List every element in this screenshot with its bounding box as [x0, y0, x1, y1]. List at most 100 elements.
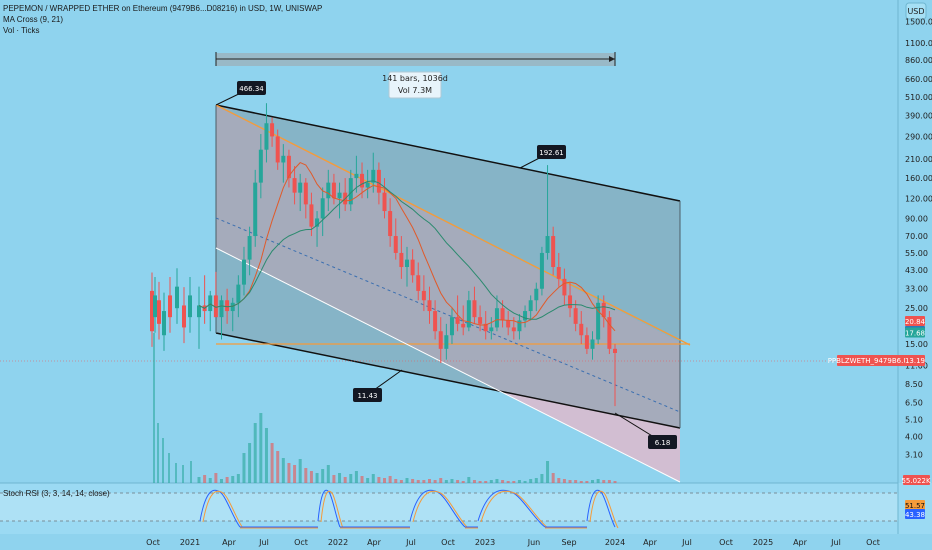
candle-body — [162, 311, 166, 336]
candle-body — [461, 323, 466, 328]
volume-bar — [208, 478, 212, 483]
volume-bar — [444, 480, 448, 483]
candle-body — [427, 300, 432, 312]
candle-body — [208, 295, 213, 312]
stoch-d-line — [480, 490, 549, 529]
x-tick-label: Apr — [367, 538, 382, 547]
candle-body — [309, 204, 314, 227]
volume-bar — [276, 451, 280, 483]
x-tick-label: 2021 — [180, 538, 200, 547]
volume-bar — [416, 480, 420, 483]
candle-body — [393, 236, 398, 253]
price-label: 20.84 — [905, 318, 926, 326]
time-axis — [0, 534, 932, 550]
candle-body — [478, 317, 483, 324]
candle-body — [348, 178, 353, 205]
volume-bar — [366, 478, 370, 483]
candle-body — [264, 123, 269, 150]
price-label-bg — [905, 327, 925, 338]
candle-body — [613, 348, 617, 354]
candle-body — [376, 169, 381, 193]
volume-bar — [433, 480, 437, 483]
volume-label-bg — [903, 475, 930, 485]
volume-bar — [517, 480, 521, 483]
volume-bar — [349, 474, 353, 483]
volume-bar — [551, 473, 555, 483]
candle-body — [483, 323, 488, 332]
volume-bar — [523, 481, 527, 483]
volume-bar — [219, 479, 223, 483]
volume-bar — [585, 481, 589, 483]
channel-top — [215, 104, 681, 202]
candle-body — [517, 320, 522, 332]
volume-bar — [478, 481, 482, 483]
candle-body — [236, 284, 241, 303]
volume-bar — [182, 465, 184, 483]
volume-bar — [383, 478, 387, 483]
volume-bar — [236, 474, 240, 483]
x-tick-label: 2025 — [753, 538, 773, 547]
volume-bar — [596, 479, 600, 483]
y-tick-label: 210.00 — [905, 155, 932, 164]
x-tick-label: Jun — [527, 538, 541, 547]
stoch-k-bg — [905, 509, 925, 519]
price-label: 17.68 — [905, 329, 925, 337]
channel-bottom — [215, 332, 681, 429]
x-tick-label: Jul — [830, 538, 841, 547]
y-tick-label: 25.00 — [905, 304, 928, 313]
volume-bar — [568, 480, 572, 483]
volume-bar — [512, 481, 516, 483]
x-tick-label: Oct — [146, 538, 160, 547]
candle-body — [506, 320, 511, 328]
last-price-bg — [905, 355, 925, 366]
volume-bar — [422, 480, 426, 483]
candle-body — [197, 305, 201, 318]
candle-body — [292, 178, 297, 193]
candle-body — [388, 211, 393, 237]
y-tick-label: 1500.00 — [905, 17, 932, 26]
y-tick-label: 120.00 — [905, 194, 932, 203]
volume-bar — [602, 480, 606, 483]
candle-body — [303, 182, 308, 205]
stoch-k-value: 43.38 — [905, 511, 925, 519]
y-tick-label: 8.50 — [905, 380, 923, 389]
volume-bar — [613, 481, 617, 483]
volume-bar — [248, 443, 252, 483]
candle-body — [472, 300, 477, 318]
candle-body — [326, 182, 331, 199]
volume-bar — [450, 479, 454, 483]
volume-bar — [281, 458, 285, 483]
candle-body — [466, 300, 471, 328]
y-tick-label: 290.00 — [905, 132, 932, 141]
candle-body — [153, 295, 157, 318]
candle-body — [286, 155, 291, 179]
candle-body — [596, 302, 601, 340]
volume-bar — [394, 479, 398, 483]
volume-bar — [579, 481, 583, 483]
volume-bar — [203, 475, 207, 483]
candle-body — [281, 155, 286, 163]
stoch-band — [0, 493, 898, 521]
candle-body — [528, 300, 533, 312]
x-tick-label: Jul — [681, 538, 692, 547]
candle-body — [438, 331, 443, 349]
price-label-bg — [905, 315, 925, 326]
candle-body — [337, 192, 342, 199]
volume-bar — [231, 476, 235, 483]
volume-bar — [304, 468, 308, 483]
candle-body — [241, 259, 246, 285]
candle-body — [568, 295, 573, 309]
measure-line1: 141 bars, 1036d — [382, 74, 448, 83]
x-tick-label: Sep — [561, 538, 576, 547]
volume-bar — [214, 473, 218, 483]
candle-body — [444, 335, 449, 349]
y-tick-label: 860.00 — [905, 56, 932, 65]
indicator-vol: Vol · Ticks — [3, 26, 39, 35]
candle-body — [270, 123, 275, 137]
y-tick-label: 510.00 — [905, 93, 932, 102]
volume-bar — [168, 453, 170, 483]
volume-bar — [153, 333, 155, 483]
candle-body — [150, 290, 154, 332]
annotation-label: 11.43 — [357, 392, 377, 400]
